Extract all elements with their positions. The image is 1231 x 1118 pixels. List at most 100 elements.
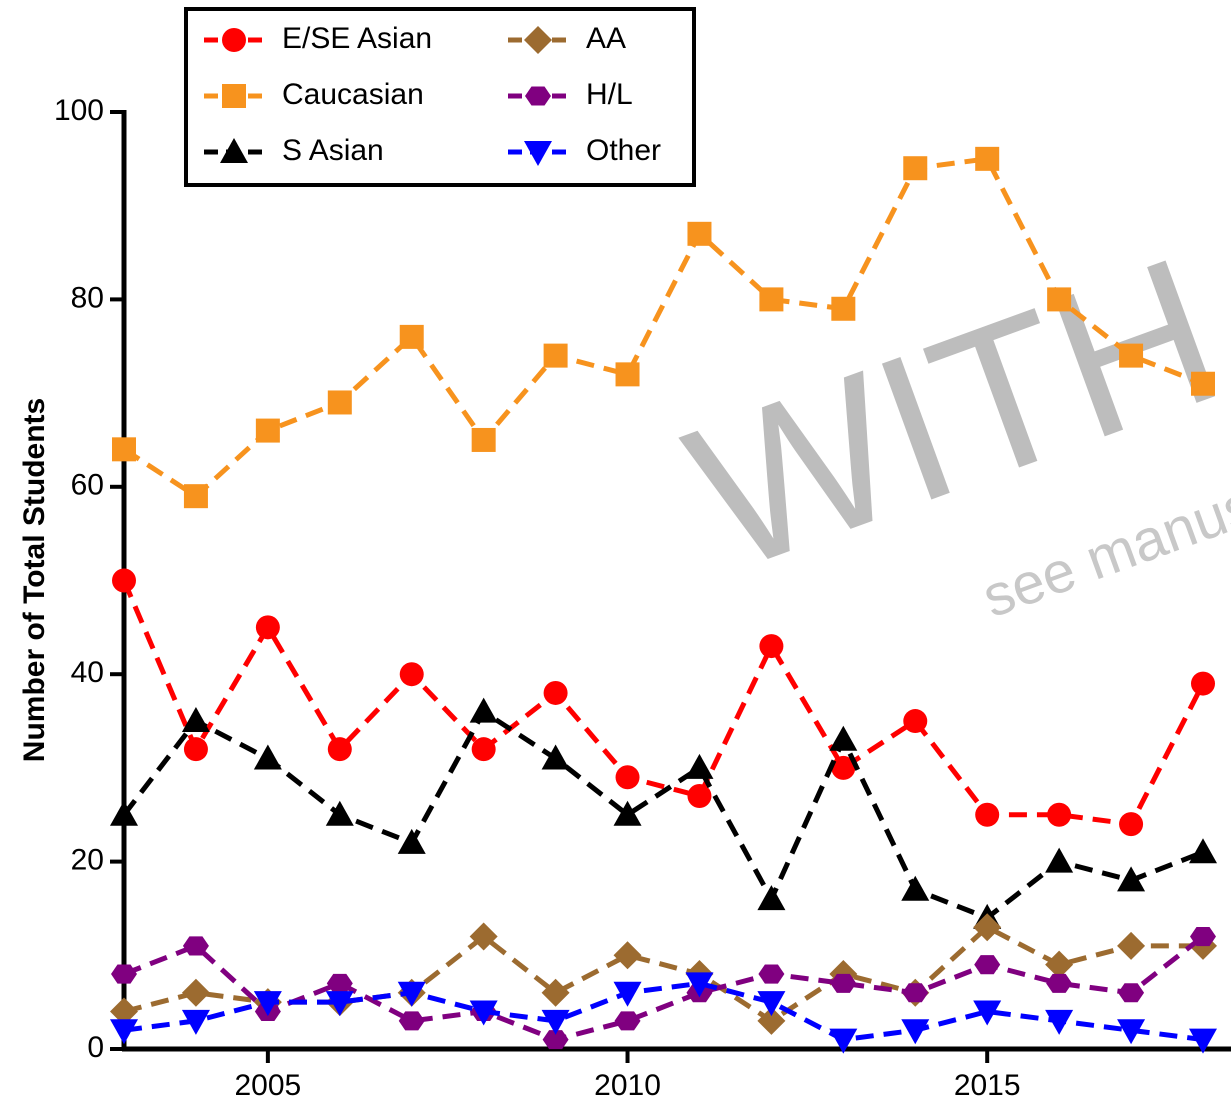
marker [110, 997, 138, 1026]
marker [471, 427, 496, 452]
y-axis-label: Number of Total Students [18, 398, 51, 762]
marker [759, 634, 784, 659]
marker [1119, 812, 1144, 837]
legend-marker [524, 141, 552, 166]
marker [614, 1011, 641, 1031]
marker [543, 343, 568, 368]
marker [613, 800, 642, 826]
y-tick-label: 100 [54, 94, 104, 127]
series-line [122, 156, 1204, 500]
marker [901, 875, 930, 901]
y-tick-label: 20 [71, 844, 104, 877]
marker [541, 1009, 570, 1035]
marker [253, 991, 282, 1017]
marker [399, 662, 424, 687]
marker [112, 568, 136, 593]
marker [1191, 371, 1215, 396]
marker [541, 744, 570, 770]
marker [1119, 343, 1144, 368]
marker [1190, 927, 1216, 947]
marker [182, 936, 209, 956]
marker [1045, 847, 1074, 873]
legend-marker [524, 26, 552, 54]
legend-label: E/SE Asian [282, 22, 432, 55]
marker [397, 828, 426, 854]
series-line [123, 980, 1204, 1043]
marker [326, 973, 353, 993]
series-line [121, 579, 1206, 827]
series-line [122, 708, 1204, 921]
marker [471, 737, 496, 762]
marker [685, 972, 714, 998]
marker [687, 221, 712, 246]
legend-label: Caucasian [282, 78, 424, 111]
legend-box [184, 7, 696, 187]
marker [397, 981, 426, 1007]
marker [110, 1019, 138, 1045]
marker [831, 296, 856, 321]
marker [1191, 671, 1215, 696]
marker [253, 744, 282, 770]
marker [758, 964, 785, 984]
marker [757, 991, 786, 1017]
marker [901, 1019, 930, 1045]
marker [1189, 1028, 1217, 1054]
y-tick-label: 60 [71, 469, 104, 502]
marker [1045, 950, 1074, 979]
legend-marker [222, 28, 246, 52]
marker [543, 680, 568, 705]
marker [183, 737, 208, 762]
marker [830, 973, 857, 993]
marker [111, 964, 137, 984]
marker [541, 978, 570, 1007]
marker [542, 1030, 569, 1050]
marker [903, 156, 928, 181]
marker [399, 324, 424, 349]
marker [829, 725, 858, 751]
marker [112, 437, 136, 462]
marker [974, 955, 1001, 975]
marker [327, 737, 352, 762]
marker [903, 709, 928, 734]
legend-marker [222, 84, 246, 108]
x-tick-label: 2005 [234, 1069, 301, 1102]
x-tick-label: 2015 [954, 1069, 1021, 1102]
y-tick-label: 80 [71, 281, 104, 314]
marker [398, 1011, 425, 1031]
legend-marker [220, 138, 248, 163]
series-line [123, 934, 1205, 1043]
legend-label: Other [586, 134, 661, 167]
marker [110, 800, 138, 826]
marker [973, 1000, 1002, 1026]
marker [1047, 802, 1072, 827]
marker [1189, 838, 1217, 864]
marker [325, 991, 354, 1017]
marker [759, 287, 784, 312]
marker [685, 753, 714, 779]
x-tick-label: 2010 [594, 1069, 661, 1102]
legend-label: S Asian [282, 134, 384, 167]
marker [1118, 983, 1145, 1003]
marker [183, 484, 208, 509]
y-tick-label: 40 [71, 656, 104, 689]
marker [975, 802, 1000, 827]
marker [327, 390, 352, 415]
marker [469, 697, 498, 723]
marker [325, 800, 354, 826]
marker [469, 922, 498, 951]
marker [973, 913, 1002, 942]
marker [613, 941, 642, 970]
marker [829, 1028, 858, 1054]
marker [831, 755, 856, 780]
marker [1047, 287, 1072, 312]
marker [757, 1006, 786, 1035]
y-tick-label: 0 [87, 1031, 104, 1064]
marker [255, 418, 280, 443]
marker [615, 765, 640, 790]
marker [975, 146, 1000, 171]
marker [181, 978, 210, 1007]
legend-label: H/L [586, 78, 633, 111]
marker [1045, 1009, 1074, 1035]
